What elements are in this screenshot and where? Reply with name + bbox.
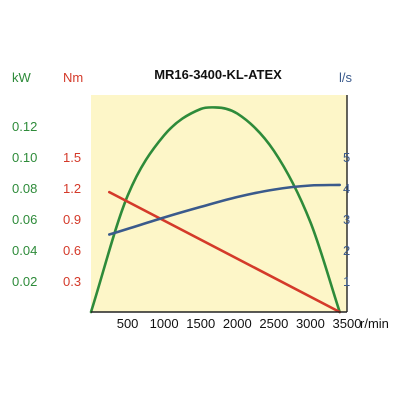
nm-axis-unit: Nm — [63, 70, 83, 85]
ls-axis-unit: l/s — [339, 70, 353, 85]
x-tick-label: 2500 — [259, 316, 288, 331]
ls-tick-label: 1 — [343, 274, 350, 289]
x-tick-label: 500 — [117, 316, 139, 331]
ls-tick-label: 2 — [343, 243, 350, 258]
kw-curve — [89, 106, 341, 314]
kw-tick-label: 0.02 — [12, 274, 37, 289]
x-axis-unit: r/min — [360, 316, 389, 331]
kw-tick-label: 0.12 — [12, 119, 37, 134]
x-tick-label: 3500 — [333, 316, 362, 331]
kw-tick-label: 0.10 — [12, 150, 37, 165]
nm-curve — [108, 190, 341, 314]
nm-tick-label: 0.6 — [63, 243, 81, 258]
kw-tick-label: 0.06 — [12, 212, 37, 227]
x-tick-label: 1000 — [150, 316, 179, 331]
nm-tick-label: 1.5 — [63, 150, 81, 165]
kw-axis-unit: kW — [12, 70, 32, 85]
nm-tick-label: 0.9 — [63, 212, 81, 227]
ls-tick-label: 4 — [343, 181, 350, 196]
kw-tick-label: 0.04 — [12, 243, 37, 258]
nm-tick-label: 0.3 — [63, 274, 81, 289]
kw-tick-label: 0.08 — [12, 181, 37, 196]
ls-tick-label: 3 — [343, 212, 350, 227]
nm-tick-label: 1.2 — [63, 181, 81, 196]
x-tick-label: 3000 — [296, 316, 325, 331]
x-tick-label: 1500 — [186, 316, 215, 331]
ls-tick-label: 5 — [343, 150, 350, 165]
chart-title: MR16-3400-KL-ATEX — [154, 67, 282, 82]
x-tick-label: 2000 — [223, 316, 252, 331]
ls-curve — [108, 183, 341, 236]
